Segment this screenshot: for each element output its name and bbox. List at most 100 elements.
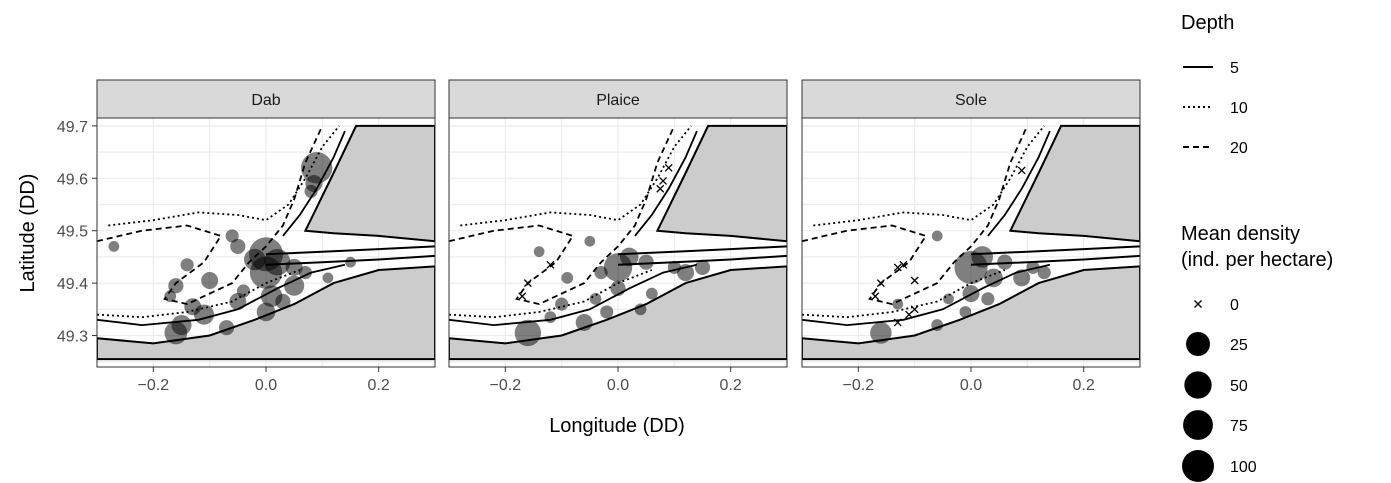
zero-density-mark	[546, 260, 555, 269]
density-point	[201, 272, 219, 290]
density-point	[638, 254, 654, 270]
density-point	[610, 280, 626, 296]
density-point	[594, 266, 608, 280]
density-point	[514, 319, 542, 347]
density-point	[284, 275, 305, 296]
density-point	[544, 311, 557, 324]
density-point	[589, 292, 602, 305]
legend-density-key	[1194, 300, 1202, 308]
land-south	[802, 265, 1140, 361]
zero-density-mark	[523, 279, 532, 288]
x-tick-label: 0.2	[368, 377, 390, 394]
legend-density-key	[1183, 410, 1213, 440]
facet-strip	[801, 79, 1141, 119]
legend-density-label: 100	[1230, 459, 1257, 476]
density-point	[870, 322, 892, 344]
legend-density-key	[1182, 450, 1214, 482]
x-tick-label: −0.2	[490, 377, 522, 394]
legend-density-label: 75	[1230, 418, 1248, 435]
y-axis-title: Latitude (DD)	[17, 174, 39, 293]
density-point	[997, 254, 1013, 270]
density-point	[694, 259, 711, 276]
density-point	[304, 184, 318, 198]
density-point	[943, 293, 954, 305]
density-point	[677, 264, 695, 282]
density-point	[619, 247, 639, 267]
y-tick-label: 49.5	[57, 224, 88, 241]
density-point	[1026, 260, 1040, 274]
legend-density-label: 25	[1230, 337, 1248, 354]
facet-strip	[448, 79, 788, 119]
land-north-east	[1008, 124, 1140, 243]
y-tick-label: 49.4	[57, 276, 88, 293]
y-axis: 49.3 49.4 49.5 49.6 49.7	[57, 119, 97, 346]
zero-density-mark	[893, 263, 902, 272]
density-point	[981, 292, 995, 306]
density-point	[561, 271, 574, 284]
density-point	[285, 258, 303, 276]
legend-density-key	[1184, 371, 1212, 399]
zero-density-mark	[910, 276, 919, 285]
density-point	[168, 278, 184, 294]
zero-density-mark	[905, 310, 913, 319]
density-point	[322, 272, 334, 284]
zero-density-mark	[1017, 166, 1026, 175]
land-south	[449, 265, 787, 361]
panel-content	[802, 118, 1140, 367]
density-point	[931, 230, 943, 242]
land-north-east	[303, 124, 435, 243]
legend: Depth 5 10 20 Mean density (ind. per hectare)…	[1181, 12, 1333, 482]
zero-density-mark	[664, 163, 673, 172]
density-point	[301, 152, 333, 184]
density-point	[218, 320, 235, 336]
density-point	[1037, 266, 1051, 280]
depth-contour	[802, 125, 1029, 306]
y-tick-label: 49.7	[57, 119, 88, 136]
legend-density-label: 50	[1230, 378, 1248, 395]
estuary-bank	[265, 245, 435, 256]
density-point	[959, 306, 972, 318]
depth-contour	[813, 125, 1045, 227]
x-axes: −0.2 0.0 0.2 −0.2 0.0 0.2 −0.2 0.0 0.2	[138, 367, 1095, 394]
x-tick-label: −0.2	[138, 377, 170, 394]
y-tick-label: 49.6	[57, 171, 88, 188]
density-point	[249, 256, 283, 289]
x-axis-title: Longitude (DD)	[549, 415, 685, 437]
x-tick-label: 0.0	[607, 377, 629, 394]
x-tick-label: 0.0	[255, 377, 277, 394]
land-south	[97, 265, 435, 361]
facet-strip-label: Plaice	[596, 92, 640, 109]
density-point	[1013, 269, 1031, 287]
estuary-bank	[970, 245, 1140, 256]
density-point	[256, 302, 276, 322]
density-point	[634, 303, 647, 316]
zero-density-mark	[656, 184, 665, 193]
density-point	[931, 319, 944, 331]
density-point	[584, 235, 596, 247]
legend-depth-label: 5	[1230, 60, 1239, 77]
density-point	[533, 246, 545, 258]
facet-panels: Dab Plaice Sole	[96, 79, 1141, 368]
legend-density-key	[1186, 332, 1210, 356]
density-point	[345, 256, 356, 268]
depth-contour	[449, 269, 653, 319]
facet-strip-label: Dab	[251, 92, 280, 109]
zero-density-mark	[871, 292, 880, 301]
estuary-bank	[617, 245, 787, 256]
density-point	[298, 266, 313, 280]
x-tick-label: 0.2	[720, 377, 742, 394]
legend-density-subtitle: (ind. per hectare)	[1181, 249, 1333, 271]
facet-sole: Sole	[801, 79, 1141, 368]
legend-depth-label: 10	[1230, 100, 1248, 117]
depth-contour	[449, 125, 676, 306]
density-point	[971, 246, 994, 268]
legend-depth-title: Depth	[1181, 12, 1234, 34]
density-point	[193, 304, 215, 325]
x-tick-label: 0.0	[960, 377, 982, 394]
x-tick-label: −0.2	[843, 377, 875, 394]
density-point	[645, 287, 658, 300]
zero-density-mark	[893, 318, 902, 327]
legend-depth-label: 20	[1230, 140, 1248, 157]
density-point	[164, 290, 177, 303]
